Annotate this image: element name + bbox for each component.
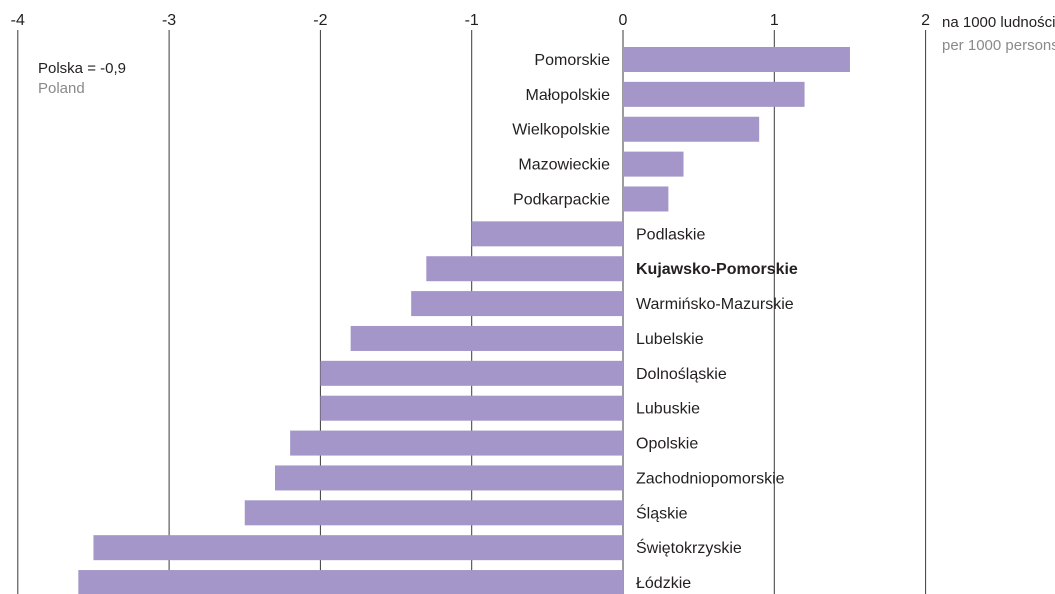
category-label: Świętokrzyskie — [636, 538, 742, 557]
bar — [244, 500, 623, 526]
x-tick-labels: -4 -3 -2 -1 0 1 2 — [11, 12, 930, 29]
bar — [623, 81, 805, 107]
x-tick-label: -4 — [11, 12, 25, 29]
bar — [623, 116, 760, 142]
category-label: Śląskie — [636, 503, 688, 522]
bar — [623, 151, 684, 177]
x-tick-label: -2 — [313, 12, 327, 29]
bar — [623, 47, 850, 72]
category-label: Podlaskie — [636, 226, 705, 243]
x-tick-label: 0 — [619, 12, 628, 29]
category-label: Pomorskie — [534, 52, 610, 69]
unit-label-pl: na 1000 ludności — [942, 14, 1055, 31]
bars — [78, 47, 850, 594]
category-label: Łódzkie — [636, 575, 691, 592]
category-label: Małopolskie — [526, 87, 611, 104]
bar — [275, 465, 623, 491]
x-tick-label: 1 — [770, 12, 779, 29]
bar — [320, 360, 623, 386]
bar — [320, 395, 623, 421]
bar — [78, 570, 623, 594]
bar — [426, 256, 623, 282]
bar — [471, 221, 623, 247]
bar — [411, 291, 623, 317]
category-label: Warmińsko-Mazurskie — [636, 296, 794, 313]
bar — [350, 325, 623, 351]
bar — [623, 186, 669, 212]
x-tick-label: -1 — [465, 12, 479, 29]
category-labels: Pomorskie Małopolskie Wielkopolskie Mazowie… — [512, 52, 798, 592]
category-label: Mazowieckie — [518, 157, 610, 174]
category-label: Opolskie — [636, 436, 698, 453]
category-label: Lubuskie — [636, 401, 700, 418]
category-label: Kujawsko-Pomorskie — [636, 261, 798, 278]
x-tick-label: 2 — [921, 12, 930, 29]
category-label: Podkarpackie — [513, 191, 610, 208]
bar — [93, 535, 623, 561]
category-label: Dolnośląskie — [636, 366, 727, 383]
bar — [290, 430, 623, 456]
poland-note: Polska = -0,9 — [38, 60, 126, 77]
category-label: Lubelskie — [636, 331, 704, 348]
category-label: Zachodniopomorskie — [636, 470, 785, 487]
category-label: Wielkopolskie — [512, 122, 610, 139]
x-tick-label: -3 — [162, 12, 176, 29]
unit-label-en: per 1000 persons — [942, 37, 1055, 54]
poland-note-en: Poland — [38, 80, 85, 97]
